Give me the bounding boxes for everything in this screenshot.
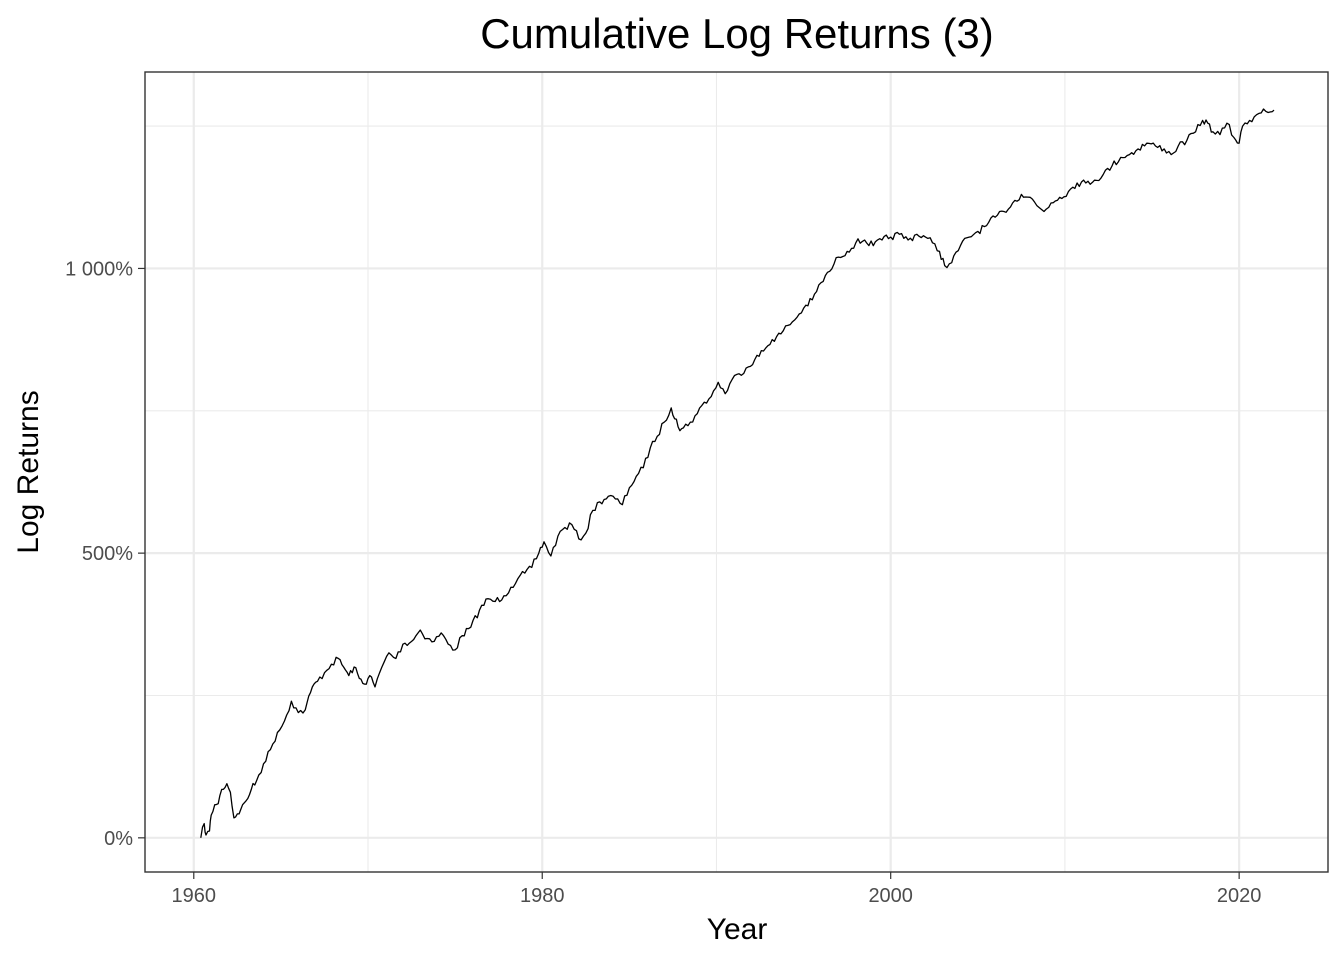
- x-tick-label: 1980: [520, 885, 565, 907]
- plot-panel: [145, 72, 1328, 872]
- y-tick-label: 500%: [82, 543, 133, 565]
- x-tick-label: 1960: [172, 885, 217, 907]
- y-axis-title: Log Returns: [12, 390, 45, 553]
- minor-gridlines: [145, 72, 1328, 872]
- x-axis: 1960 1980 2000 2020: [172, 872, 1262, 907]
- x-tick-label: 2000: [868, 885, 913, 907]
- y-axis: 0% 500% 1 000%: [65, 258, 145, 850]
- chart-title: Cumulative Log Returns (3): [480, 10, 994, 57]
- major-gridlines: [145, 72, 1328, 872]
- cumulative-log-returns-line: [200, 108, 1275, 838]
- y-tick-label: 1 000%: [65, 258, 133, 280]
- x-tick-label: 2020: [1217, 885, 1262, 907]
- x-axis-title: Year: [707, 913, 768, 946]
- plot-panel-border: [144, 71, 1329, 873]
- y-tick-label: 0%: [104, 828, 133, 850]
